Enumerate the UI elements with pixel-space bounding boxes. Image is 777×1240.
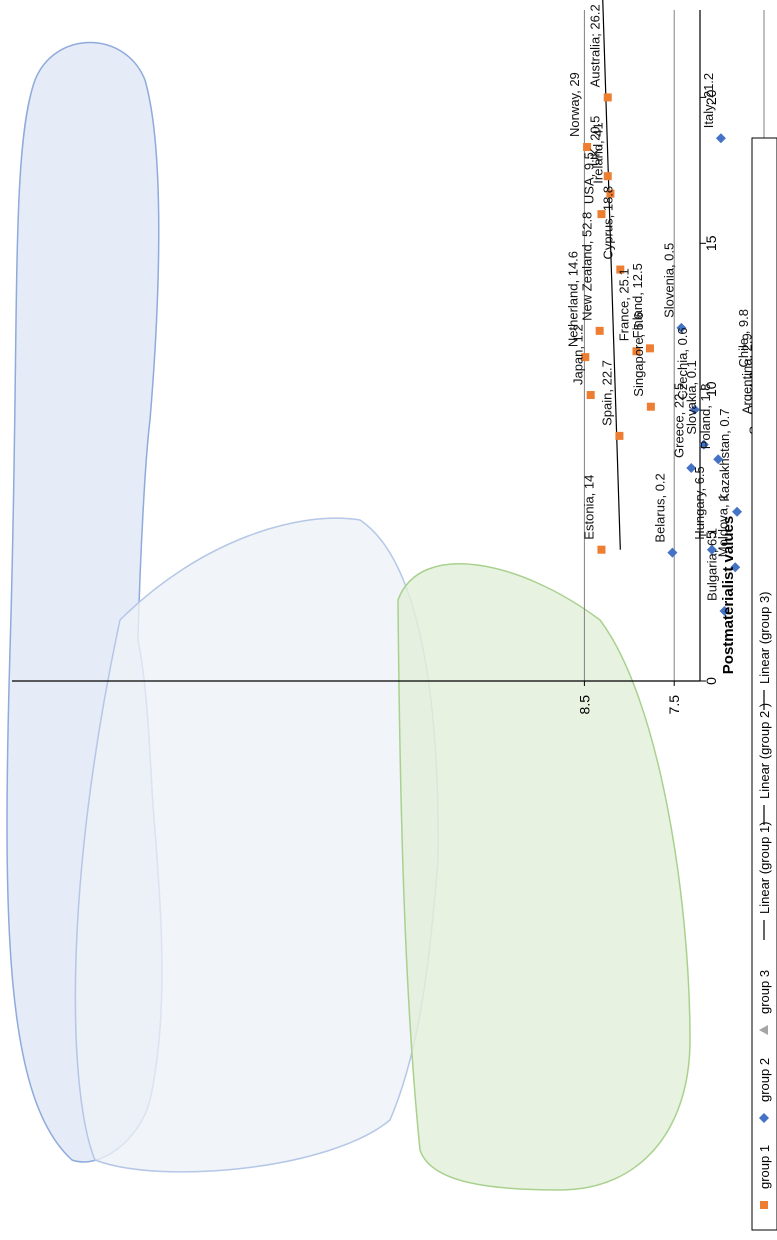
- group-1-point: [615, 431, 624, 440]
- legend: group 1 group 2 group 3 Linear (group 1) Lin…: [751, 137, 777, 1231]
- group-3-region: [397, 563, 691, 1191]
- group-1-point: [632, 347, 641, 356]
- group-1-point: [581, 353, 590, 362]
- point-label: Belarus, 0.2: [652, 473, 667, 542]
- point-label: Argentina, 2.9: [740, 333, 755, 414]
- group-2-point: [686, 462, 697, 473]
- group-2-region: [74, 517, 439, 1173]
- trendlines: [602, 0, 621, 550]
- x-tick-label: 5: [703, 531, 719, 539]
- group-1-point: [586, 391, 595, 400]
- legend-box: [751, 137, 777, 1231]
- point-label: Estonia, 14: [581, 475, 596, 540]
- group-1-point: [595, 326, 604, 335]
- point-label: Kazakhstan, 0.7: [717, 409, 732, 502]
- group-2-point: [706, 544, 717, 555]
- group-1-point: [645, 344, 654, 353]
- group-2-point: [698, 439, 709, 450]
- group-2-point: [715, 133, 726, 144]
- point-label: Czechia, 0.6: [675, 327, 690, 399]
- group-2-point: [732, 506, 743, 517]
- x-tick-label: 15: [703, 235, 719, 251]
- point-label: Slovakia, 0.1: [684, 360, 699, 434]
- axes: [12, 10, 765, 686]
- point-label: Bulgaria, 6.1: [704, 528, 719, 601]
- group-2-point: [713, 454, 724, 465]
- x-tick-label: 0: [703, 677, 719, 685]
- group-2-point: [676, 322, 687, 333]
- legend-entry-label: group 2: [757, 1058, 772, 1102]
- x-tick-label: 20: [703, 89, 719, 105]
- point-label: Spain, 22.7: [599, 360, 614, 426]
- legend-marker-group-1: [760, 1201, 768, 1209]
- trendline: [602, 0, 621, 550]
- point-label: Italy, 21.2: [701, 73, 716, 128]
- point-label: UK, 20.5: [588, 116, 603, 167]
- point-label: France, 25.1: [616, 268, 631, 341]
- legend-entry-label: Linear (group 3): [757, 592, 772, 685]
- group-2-point: [730, 562, 741, 573]
- group-1-point: [606, 189, 615, 198]
- group-1-point: [597, 210, 606, 219]
- point-label: Moldova, 1: [715, 494, 730, 558]
- x-axis-title: Postmaterialist values: [720, 516, 737, 674]
- group-1-point: [583, 143, 592, 152]
- point-label: Ireland, 41: [590, 122, 605, 183]
- point-label: Finland, 12.5: [630, 263, 645, 338]
- point-label: Norway, 29: [567, 72, 582, 137]
- point-label: Cyprus, 18.8: [600, 186, 615, 260]
- point-label: Netherland, 14.6: [565, 251, 580, 347]
- group-1-point: [616, 265, 625, 274]
- group-1-point: [597, 545, 606, 554]
- legend-entry-label: group 3: [757, 970, 772, 1014]
- group-2-point: [689, 404, 700, 415]
- point-label: Japan, 1.2: [571, 324, 586, 385]
- group-1-point: [646, 402, 655, 411]
- y-tick-label: 8.5: [576, 695, 592, 715]
- legend-entry-label: Linear (group 2 ): [757, 703, 772, 799]
- point-labels: Germany, 3.4Sweden, 13.4Switzerland, 16C…: [565, 4, 777, 601]
- x-tick-label: 10: [703, 381, 719, 397]
- y-tick-label: 7.5: [666, 695, 682, 715]
- point-label: Australia; 26.2: [588, 4, 603, 87]
- group-2-point: [667, 547, 678, 558]
- point-label: Poland, 1.8: [698, 383, 713, 449]
- group-1-point: [603, 93, 612, 102]
- group-2-point: [719, 605, 730, 616]
- legend-marker-group-3: [759, 1025, 768, 1035]
- x-tick-labels: 051015202530354045: [703, 89, 719, 685]
- point-label: Greece, 22.5: [671, 383, 686, 458]
- point-label: Hungary, 6.5: [692, 466, 707, 539]
- point-label: New Zealand, 52.8: [580, 212, 595, 321]
- legend-entry-label: Linear (group 1): [757, 822, 772, 915]
- point-label: Singapore, 5.6: [631, 312, 646, 397]
- legend-entry-label: group 1: [757, 1145, 772, 1189]
- point-label: USA, 9.5: [581, 152, 596, 204]
- point-label: Slovenia, 0.5: [661, 243, 676, 318]
- group-1-point: [603, 172, 612, 181]
- legend-marker-group-2: [759, 1113, 769, 1123]
- point-label: Chile , 9.8: [736, 309, 751, 368]
